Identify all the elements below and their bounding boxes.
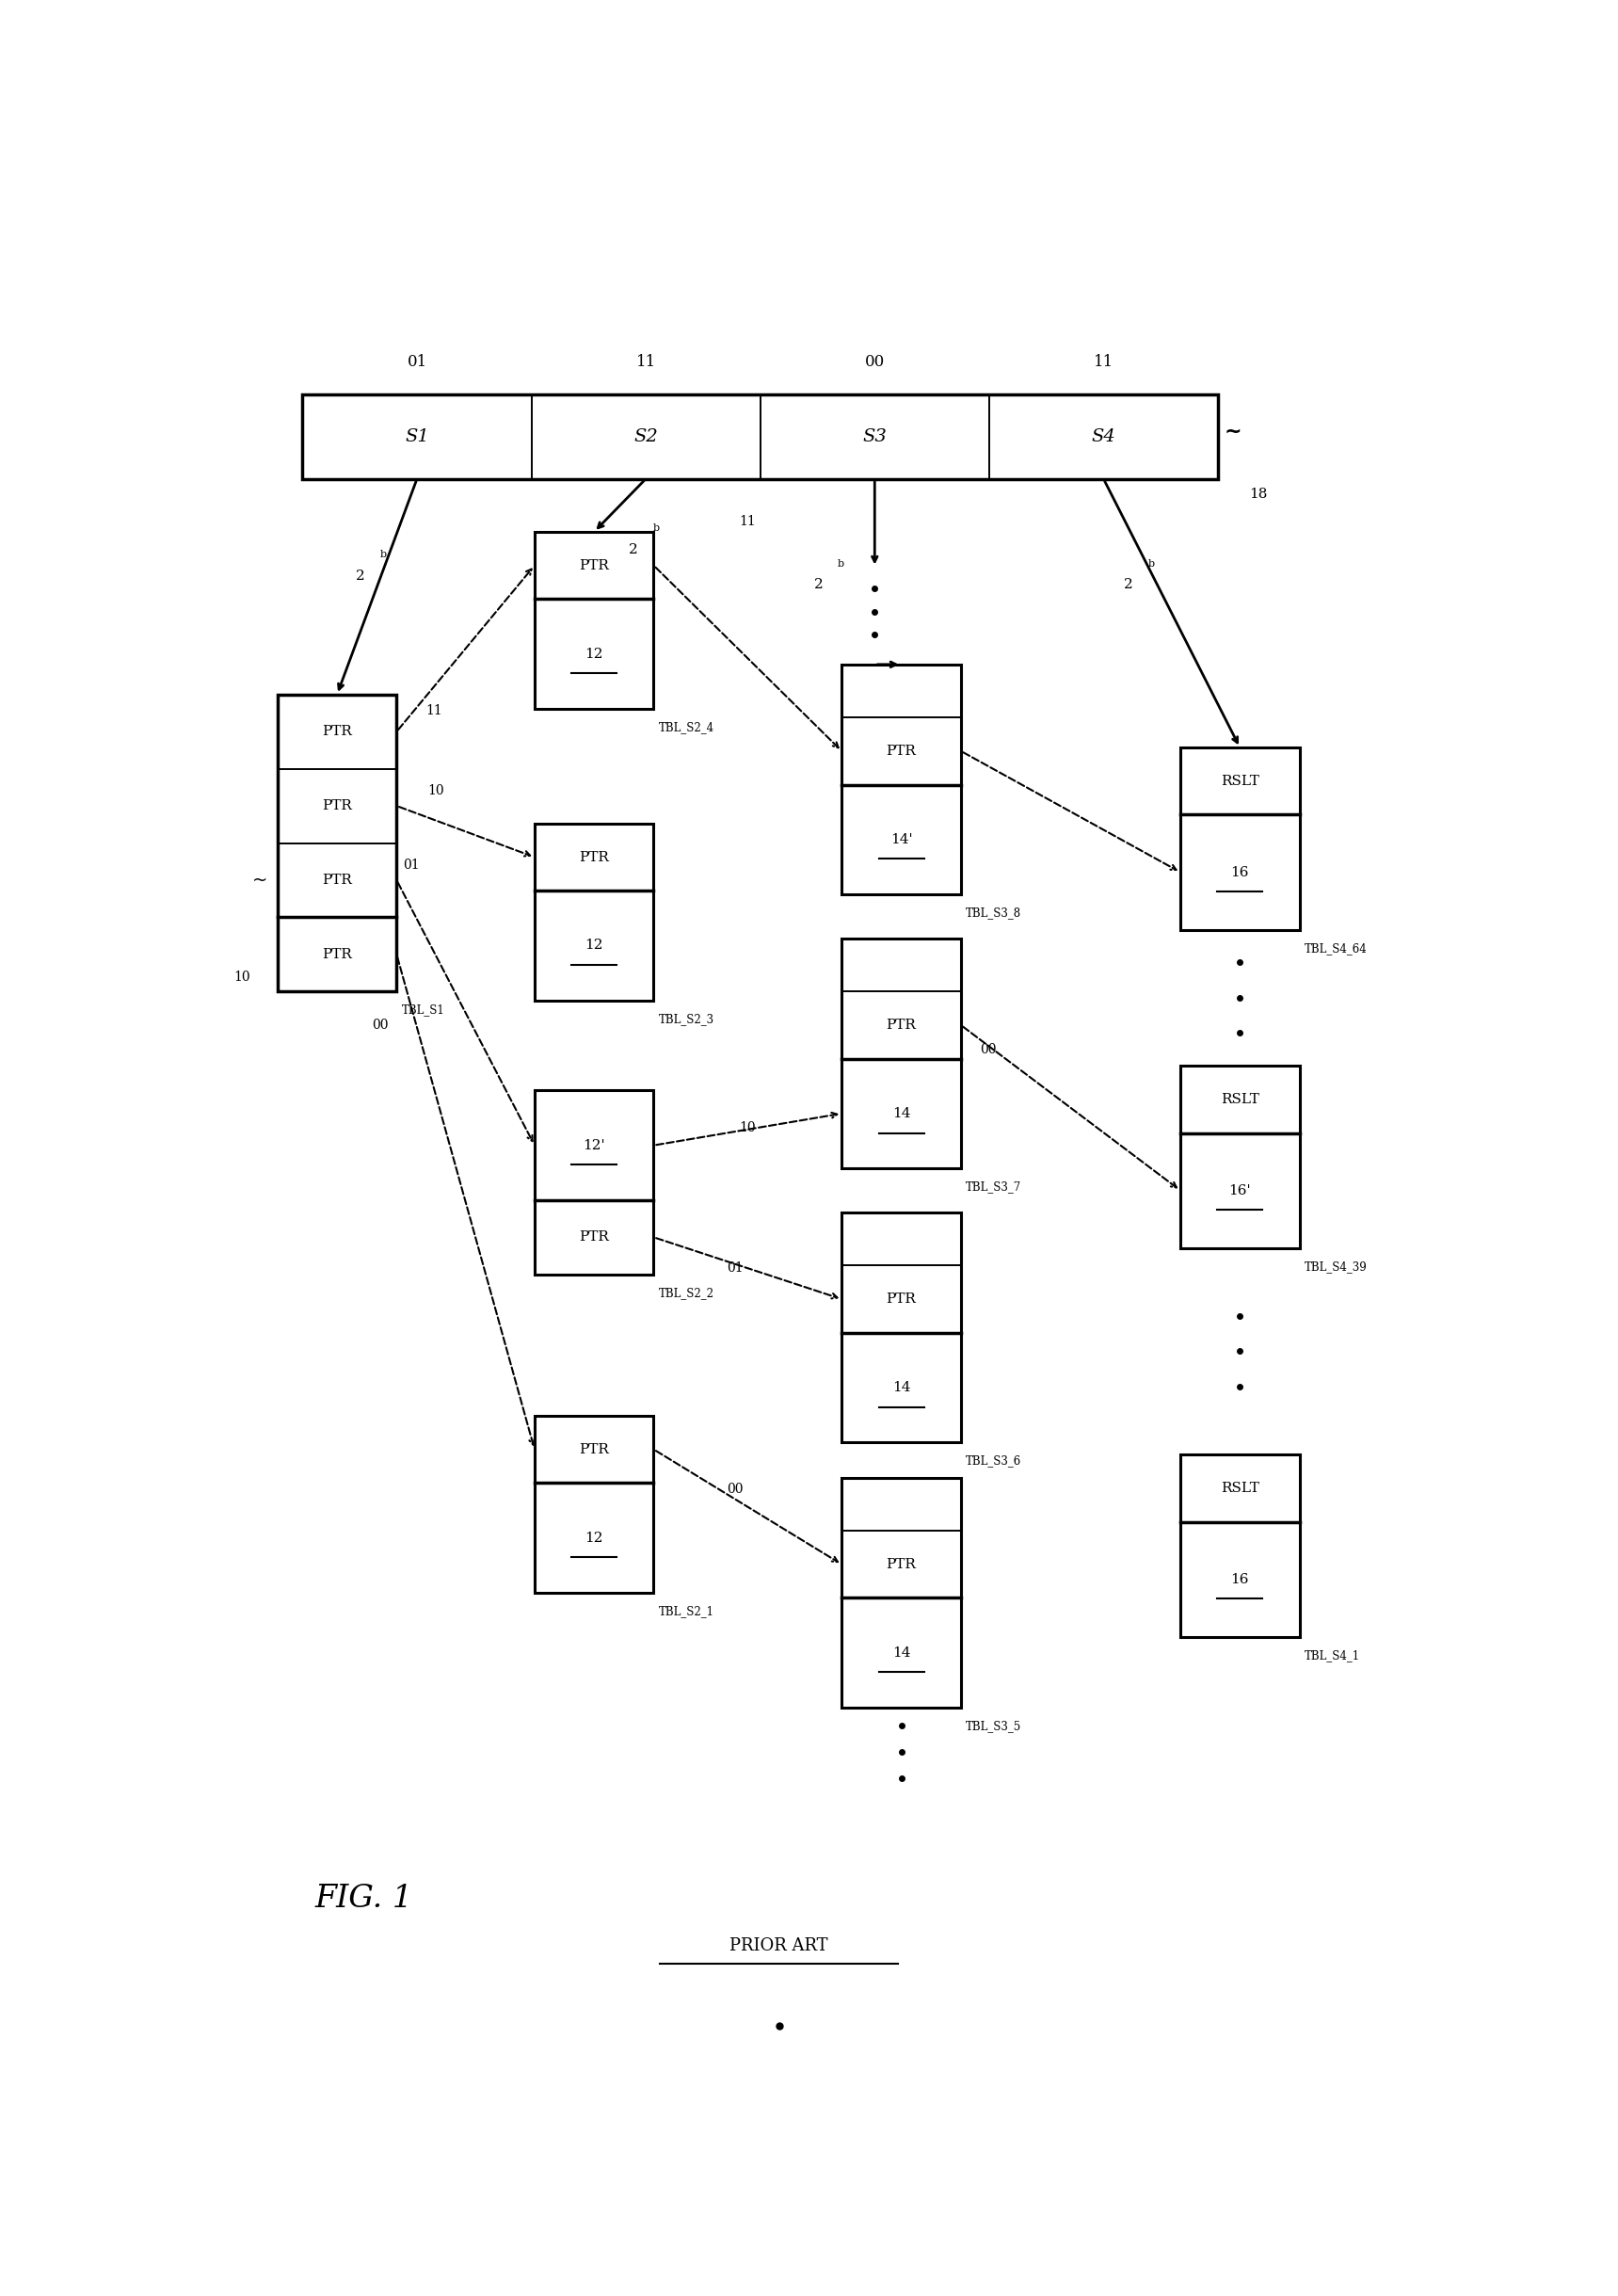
Text: PTR: PTR: [887, 1293, 916, 1306]
Text: PRIOR ART: PRIOR ART: [730, 1938, 828, 1954]
Text: 01: 01: [408, 354, 427, 370]
Bar: [1181, 1065, 1299, 1249]
Text: PTR: PTR: [579, 1231, 608, 1244]
Text: TBL_S4_64: TBL_S4_64: [1304, 941, 1367, 955]
Bar: [841, 1212, 961, 1442]
Text: S2: S2: [634, 427, 659, 445]
Text: PTR: PTR: [579, 1442, 608, 1456]
Text: b: b: [838, 558, 845, 569]
Bar: [841, 664, 961, 893]
Bar: [534, 1091, 654, 1274]
Text: TBL_S4_39: TBL_S4_39: [1304, 1261, 1367, 1272]
Bar: [534, 1417, 654, 1593]
Text: 14: 14: [892, 1380, 911, 1394]
Text: TBL_S3_8: TBL_S3_8: [966, 907, 1021, 918]
Text: TBL_S3_5: TBL_S3_5: [966, 1720, 1021, 1731]
Text: PTR: PTR: [887, 1019, 916, 1031]
Text: 01: 01: [403, 859, 419, 870]
Text: 12: 12: [586, 1531, 604, 1545]
Text: TBL_S4_1: TBL_S4_1: [1304, 1649, 1361, 1662]
Text: 10: 10: [233, 971, 249, 983]
Text: 12': 12': [582, 1139, 605, 1153]
Text: 01: 01: [726, 1261, 744, 1274]
Text: 2: 2: [1125, 579, 1133, 592]
Text: 2: 2: [629, 542, 637, 556]
Text: b: b: [1147, 558, 1155, 569]
Text: b: b: [380, 551, 387, 560]
Bar: [841, 939, 961, 1169]
Text: ~: ~: [1225, 422, 1241, 441]
Text: 00: 00: [864, 354, 885, 370]
Text: PTR: PTR: [322, 872, 353, 886]
Bar: [1181, 1456, 1299, 1637]
Text: RSLT: RSLT: [1220, 1093, 1259, 1107]
Text: 10: 10: [739, 1120, 756, 1134]
Text: S4: S4: [1092, 427, 1116, 445]
Text: PTR: PTR: [887, 744, 916, 758]
Text: 14': 14': [890, 833, 913, 847]
Text: PTR: PTR: [322, 799, 353, 813]
Text: RSLT: RSLT: [1220, 774, 1259, 788]
Text: 16: 16: [1231, 1573, 1249, 1587]
Bar: [841, 1479, 961, 1708]
Text: PTR: PTR: [579, 558, 608, 572]
Text: 00: 00: [372, 1019, 388, 1031]
Text: TBL_S1: TBL_S1: [401, 1003, 445, 1017]
Text: 11: 11: [636, 354, 655, 370]
Text: 2: 2: [356, 569, 366, 583]
Text: TBL_S3_7: TBL_S3_7: [966, 1180, 1021, 1194]
Text: S1: S1: [404, 427, 429, 445]
Text: TBL_S2_2: TBL_S2_2: [659, 1286, 714, 1300]
Text: TBL_S2_1: TBL_S2_1: [659, 1605, 714, 1616]
Text: 16': 16': [1228, 1185, 1251, 1196]
Bar: [303, 395, 1218, 480]
Text: TBL_S3_6: TBL_S3_6: [966, 1456, 1021, 1467]
Text: 10: 10: [427, 783, 445, 797]
Text: TBL_S2_4: TBL_S2_4: [659, 721, 714, 732]
Text: 16: 16: [1231, 866, 1249, 879]
Text: TBL_S2_3: TBL_S2_3: [659, 1013, 714, 1024]
Text: 2: 2: [814, 579, 824, 592]
Text: 11: 11: [426, 705, 443, 716]
Bar: [1181, 748, 1299, 930]
Text: ~: ~: [252, 870, 267, 889]
Text: RSLT: RSLT: [1220, 1481, 1259, 1495]
Text: 11: 11: [739, 514, 756, 528]
Text: PTR: PTR: [887, 1557, 916, 1570]
Text: PTR: PTR: [322, 948, 353, 962]
Text: 14: 14: [892, 1646, 911, 1660]
Text: 12: 12: [586, 647, 604, 661]
Text: 00: 00: [981, 1042, 997, 1056]
Bar: [534, 824, 654, 1001]
Text: 18: 18: [1249, 487, 1267, 501]
Text: 00: 00: [726, 1483, 743, 1495]
Text: PTR: PTR: [322, 726, 353, 739]
Bar: [278, 693, 396, 992]
Text: PTR: PTR: [579, 850, 608, 863]
Text: 12: 12: [586, 939, 604, 953]
Text: 14: 14: [892, 1107, 911, 1120]
Text: 11: 11: [1094, 354, 1113, 370]
Text: b: b: [652, 523, 659, 533]
Bar: [534, 533, 654, 709]
Text: S3: S3: [862, 427, 887, 445]
Text: FIG. 1: FIG. 1: [316, 1883, 413, 1913]
